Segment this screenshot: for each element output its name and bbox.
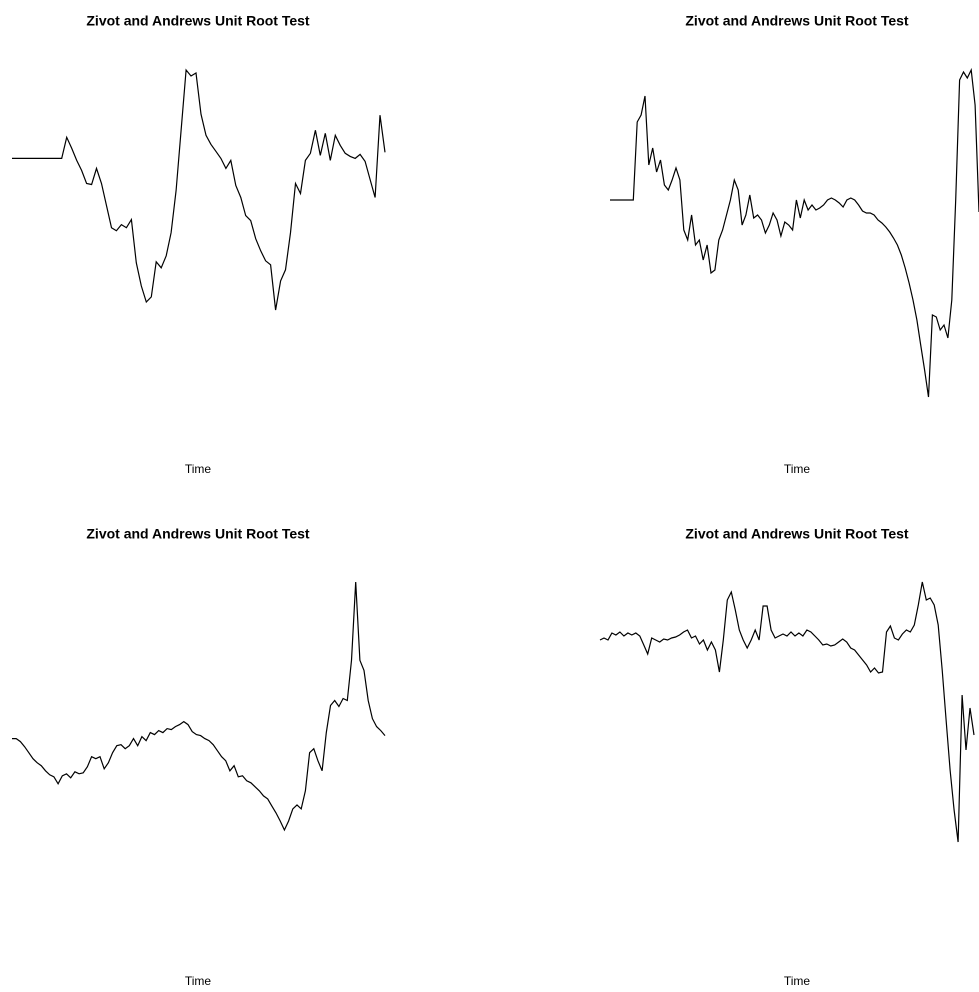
x-axis-label: Time <box>784 974 811 988</box>
chart-title: Zivot and Andrews Unit Root Test <box>86 526 310 542</box>
series-line <box>610 67 979 398</box>
chart-title: Zivot and Andrews Unit Root Test <box>86 13 310 29</box>
x-axis-label: Time <box>185 462 212 476</box>
x-axis-label: Time <box>185 974 212 988</box>
chart-title: Zivot and Andrews Unit Root Test <box>685 13 909 29</box>
chart-title: Zivot and Andrews Unit Root Test <box>685 526 909 542</box>
series-line <box>12 68 386 311</box>
x-axis-label: Time <box>784 462 811 476</box>
series-line <box>599 581 975 843</box>
series-line <box>12 581 386 832</box>
